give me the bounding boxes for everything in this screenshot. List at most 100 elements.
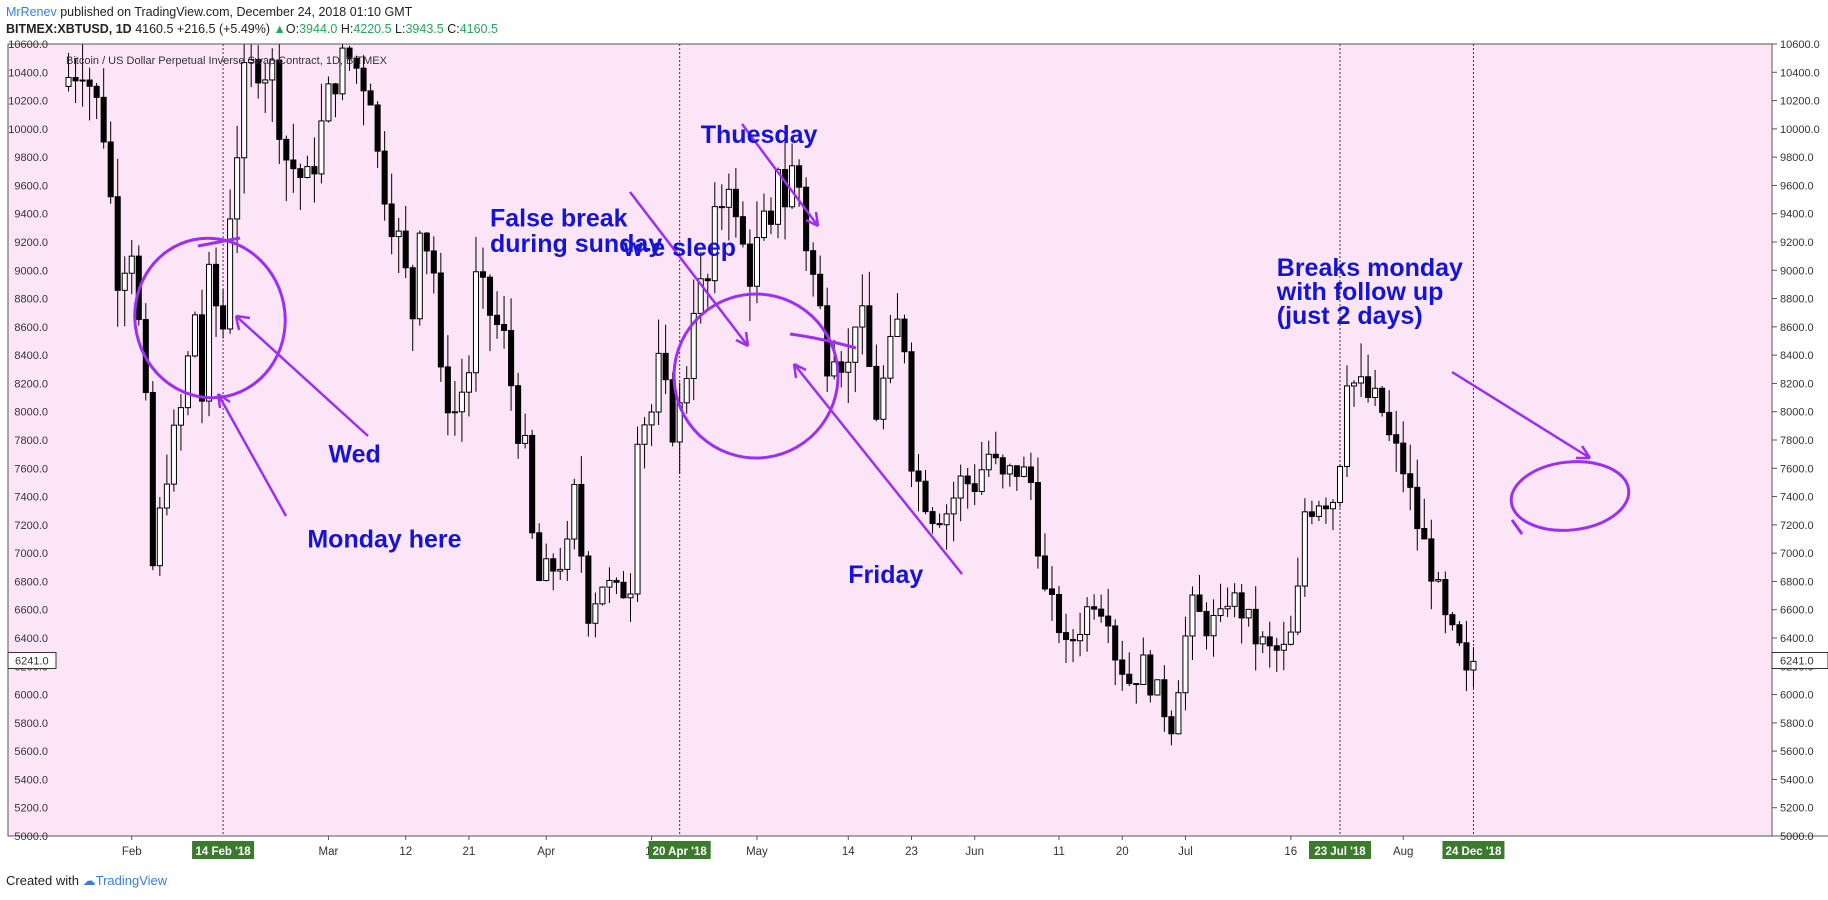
candle-layer [65,44,1477,746]
candle-body [838,361,845,373]
candle-body [901,318,908,353]
candle-body [1315,505,1322,517]
annotation-text: Monday here [307,525,461,553]
candle-body [789,165,796,208]
candle-body [1077,633,1084,642]
candle-body [318,120,325,175]
candle-body [374,104,381,152]
candle-body [1470,660,1477,671]
candle-body [1273,645,1280,651]
candle-body [220,305,227,330]
low-label: L: [395,22,406,36]
highlight-date-badge [648,841,711,859]
candle-body [522,434,529,444]
x-tick-label: 21 [463,846,476,858]
candle-body [950,497,957,515]
y-tick-label-right: 6000.0 [1780,690,1814,702]
candle-body [107,141,114,198]
y-tick-label-left: 8400.0 [14,350,48,362]
candle-body [367,90,374,106]
author-link[interactable]: MrRenev [6,5,57,19]
candle-body [1154,679,1161,696]
candle-body [486,276,494,316]
highlight-date-badge [192,841,255,859]
candle-body [304,166,311,178]
candle-body [1351,382,1358,387]
x-tick-label: Mar [319,846,339,858]
y-tick-label-left: 8800.0 [14,294,48,306]
candle-body [1421,528,1428,540]
y-tick-label-left: 9000.0 [14,265,48,277]
y-tick-label-right: 5000.0 [1780,831,1814,843]
candle-body [339,47,346,95]
candle-body [423,232,430,252]
candle-body [156,507,163,567]
candle-body [227,218,234,330]
candle-body [1343,385,1351,467]
candle-body [971,483,978,493]
candle-body [620,581,627,599]
candle-body [381,150,388,205]
annotation-text: Friday [848,561,923,589]
candle-body [655,352,662,413]
y-tick-label-left: 5800.0 [14,718,48,730]
arrow-friday [792,362,963,575]
candle-body [1224,605,1231,610]
y-tick-label-right: 7400.0 [1780,492,1814,504]
high-label: H: [340,22,354,36]
tradingview-link[interactable]: TradingView [95,873,168,888]
arrow-breaks-monday [1451,370,1592,460]
candle-body [746,243,753,287]
y-tick-label-right: 8200.0 [1780,378,1814,390]
candle-body [978,469,985,493]
x-tick-label: Jun [965,846,984,858]
candle-body [114,196,121,291]
candle-body [465,372,472,393]
x-tick-label: 14 [842,846,855,858]
candle-body [1428,538,1435,582]
candle-body [311,166,318,175]
y-tick-label-right: 5600.0 [1780,746,1814,758]
candle-body [557,568,564,572]
annotation-text: Breaks monday [1277,254,1463,282]
candle-body [388,203,395,238]
candle-body [121,272,128,291]
y-tick-label-left: 7400.0 [14,492,48,504]
y-tick-label-left: 7600.0 [14,463,48,475]
open-value: 3944.0 [299,22,338,36]
y-tick-label-left: 7000.0 [14,548,48,560]
candle-body [767,210,775,225]
candle-body [1393,434,1400,444]
y-tick-label-right: 10200.0 [1780,96,1820,108]
y-tick-label-right: 9400.0 [1780,209,1814,221]
candle-body [859,305,866,328]
candle-body [1372,387,1379,399]
candle-body [711,206,718,282]
candle-body [1091,606,1098,610]
candle-body [1126,673,1133,685]
candle-body [1034,482,1041,557]
candle-body [866,305,873,367]
candle-body [198,314,206,402]
candle-body [690,312,697,379]
candle-body [1210,615,1217,637]
y-tick-label-left: 10000.0 [8,124,48,136]
candle-body [444,366,451,414]
candle-body [739,216,746,245]
candle-body [648,411,655,426]
candle-body [760,210,768,239]
y-tick-label-right: 7000.0 [1780,548,1814,560]
candle-body [550,558,557,572]
y-tick-label-left: 9200.0 [14,237,48,249]
candle-body [416,232,423,320]
candle-body [494,314,501,326]
candle-body [599,586,606,605]
annotation-text: Thuesday [701,121,818,149]
candle-body [346,47,353,59]
y-tick-label-left: 9400.0 [14,209,48,221]
candle-body [985,453,992,471]
candle-body [409,267,416,320]
candle-body [782,169,789,208]
arrow-monday [216,392,288,517]
